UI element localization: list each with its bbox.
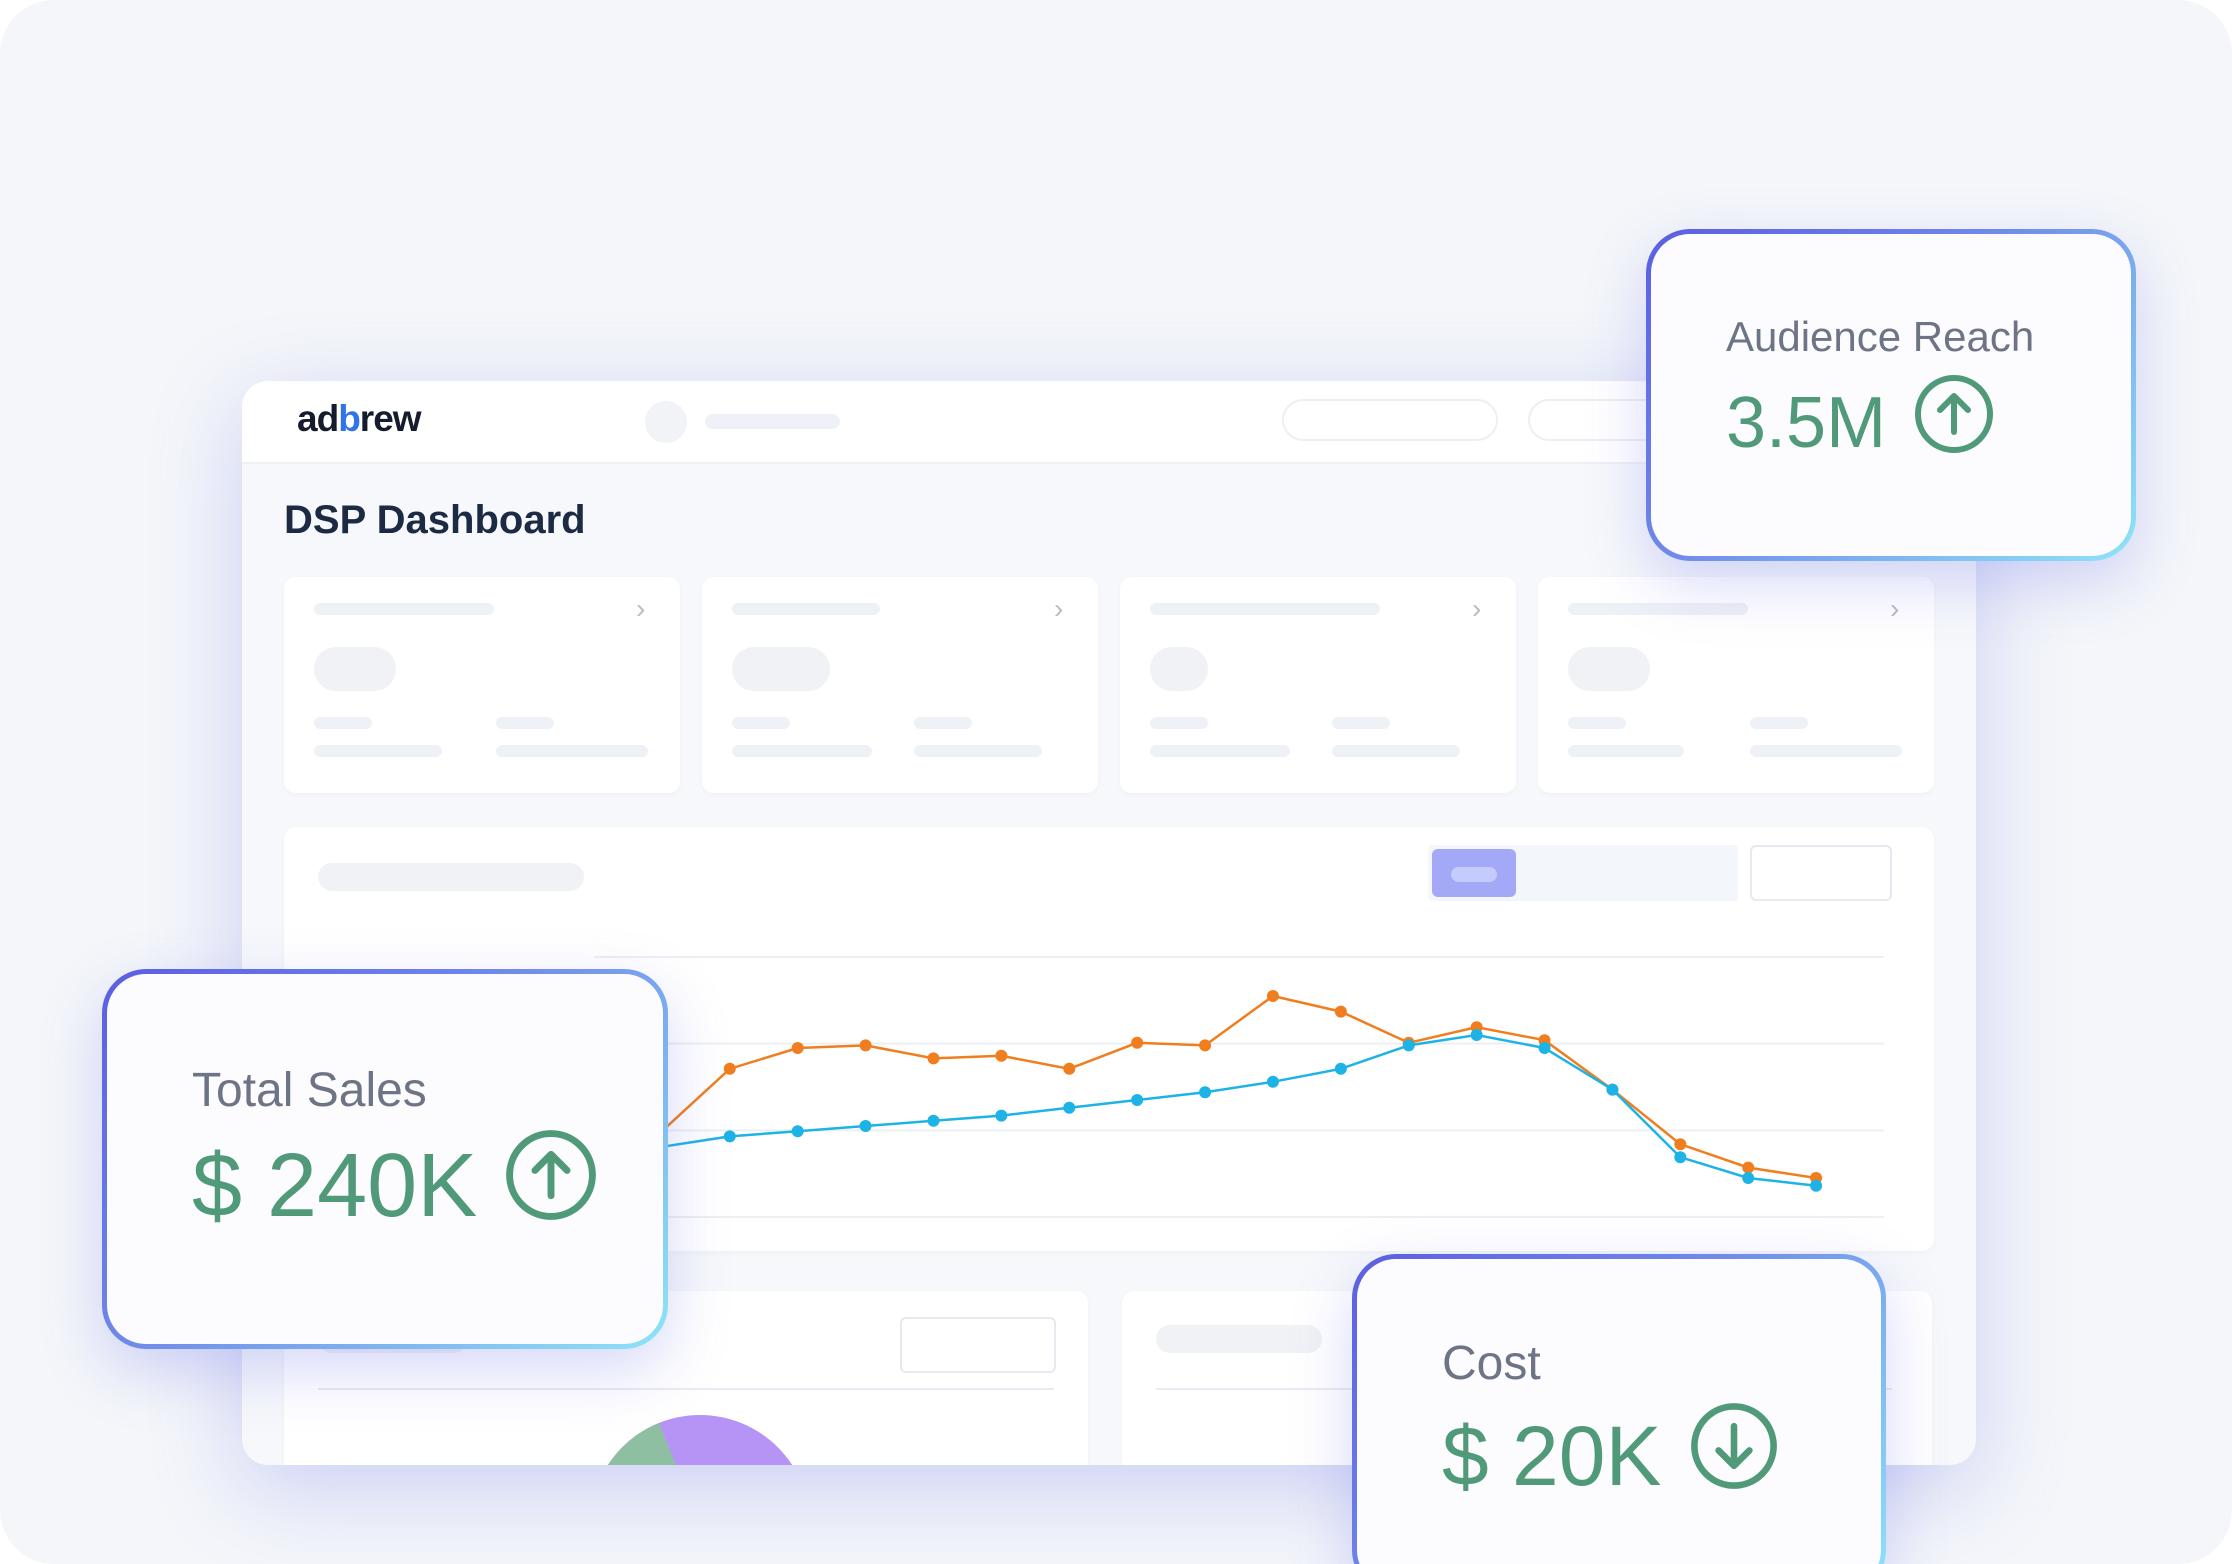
- total-sales-label: Total Sales: [192, 1064, 427, 1117]
- chevron-right-icon[interactable]: ›: [636, 593, 646, 624]
- avatar[interactable]: [645, 401, 687, 443]
- data-point[interactable]: [1402, 1039, 1415, 1052]
- chart-title-placeholder: [318, 863, 584, 891]
- kpi-card[interactable]: ›: [702, 577, 1098, 793]
- data-point[interactable]: [791, 1125, 804, 1138]
- data-point[interactable]: [927, 1114, 940, 1127]
- data-point[interactable]: [1742, 1172, 1755, 1184]
- arrow-up-circle-icon: [505, 1129, 597, 1243]
- search-placeholder[interactable]: [705, 414, 840, 429]
- data-point[interactable]: [859, 1039, 872, 1052]
- data-point[interactable]: [1470, 1029, 1483, 1041]
- date-range-button[interactable]: [1750, 845, 1892, 901]
- chevron-right-icon[interactable]: ›: [1472, 593, 1482, 624]
- data-point[interactable]: [1674, 1151, 1687, 1164]
- data-point[interactable]: [723, 1130, 736, 1143]
- total-sales-value: $ 240K: [192, 1129, 597, 1243]
- data-point[interactable]: [1266, 1075, 1279, 1088]
- data-point[interactable]: [1742, 1161, 1755, 1174]
- chevron-right-icon[interactable]: ›: [1054, 593, 1064, 624]
- pie-slice-green: [608, 1423, 676, 1465]
- data-point[interactable]: [927, 1052, 940, 1065]
- data-point[interactable]: [1063, 1101, 1076, 1114]
- chevron-right-icon[interactable]: ›: [1890, 593, 1900, 624]
- arrow-down-circle-icon: [1690, 1402, 1778, 1510]
- audience-reach-value: 3.5M: [1726, 374, 1994, 471]
- data-point[interactable]: [859, 1120, 872, 1132]
- toggle-active-tab[interactable]: [1432, 849, 1516, 897]
- data-point[interactable]: [1606, 1083, 1619, 1096]
- kpi-card[interactable]: ›: [1538, 577, 1934, 793]
- data-point[interactable]: [995, 1049, 1008, 1062]
- logo: adbrew: [297, 398, 422, 439]
- pie-filter-button[interactable]: [900, 1317, 1056, 1373]
- data-point[interactable]: [1538, 1042, 1551, 1054]
- data-point[interactable]: [723, 1062, 736, 1075]
- data-point[interactable]: [995, 1109, 1008, 1122]
- arrow-up-circle-icon: [1914, 374, 1994, 471]
- audience-reach-label: Audience Reach: [1726, 313, 2035, 360]
- data-point[interactable]: [1199, 1086, 1212, 1099]
- data-point[interactable]: [1674, 1138, 1687, 1151]
- audience-reach-card: Audience Reach 3.5M: [1646, 229, 2136, 561]
- data-point[interactable]: [791, 1042, 804, 1054]
- series-line-2: [593, 1033, 1817, 1188]
- cost-label: Cost: [1442, 1337, 1541, 1390]
- data-point[interactable]: [1334, 1062, 1347, 1075]
- kpi-card[interactable]: ›: [284, 577, 680, 793]
- data-point[interactable]: [1131, 1094, 1144, 1106]
- data-point[interactable]: [1131, 1036, 1144, 1049]
- cost-card: Cost $ 20K: [1352, 1254, 1886, 1564]
- pie-chart: [607, 1415, 793, 1465]
- data-point[interactable]: [1810, 1179, 1823, 1192]
- header-pill-1[interactable]: [1282, 399, 1498, 441]
- data-point[interactable]: [1199, 1039, 1212, 1052]
- page-title: DSP Dashboard: [284, 498, 586, 542]
- data-point[interactable]: [1334, 1005, 1347, 1018]
- kpi-card[interactable]: ›: [1120, 577, 1516, 793]
- data-point[interactable]: [1063, 1062, 1076, 1075]
- cost-value: $ 20K: [1442, 1402, 1778, 1510]
- data-point[interactable]: [1266, 990, 1279, 1002]
- total-sales-card: Total Sales $ 240K: [102, 969, 668, 1349]
- line-chart: [588, 956, 1884, 1218]
